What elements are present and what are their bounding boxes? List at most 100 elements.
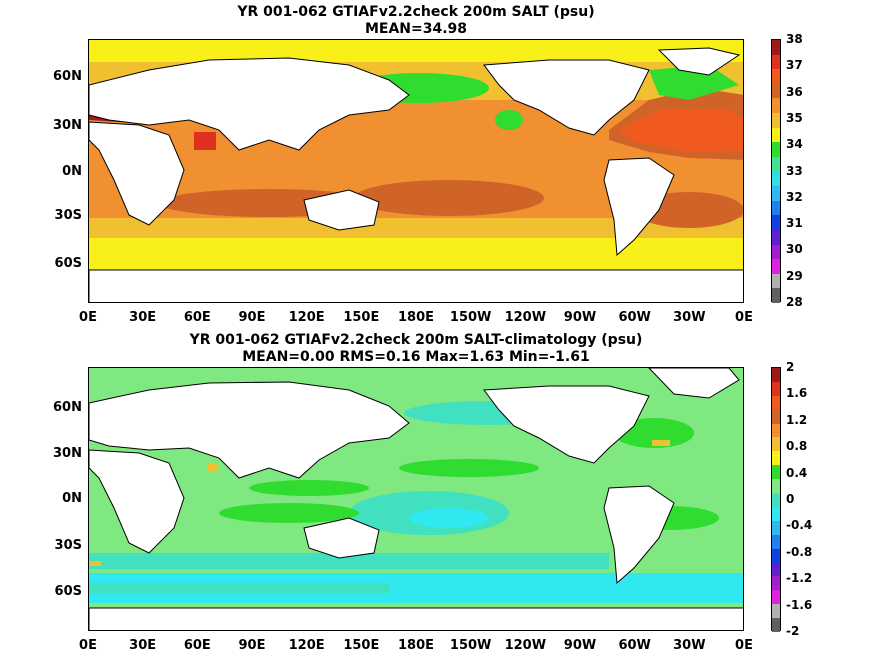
panel1-colorbar-segment [772, 215, 780, 231]
panel1-lon-label: 90E [238, 310, 266, 325]
panel1-lon-label: 30E [129, 310, 157, 325]
panel1-colorbar-label: 32 [786, 189, 803, 204]
panel2-colorbar-segment [772, 562, 780, 577]
panel2-gulfstream-pos [652, 440, 670, 446]
panel2-lon-label: 90E [238, 638, 266, 653]
panel1-lon-label: 30W [673, 310, 706, 325]
panel2-colorbar-label: 1.2 [786, 412, 808, 427]
panel1-south-pacific-gyre [354, 180, 544, 216]
panel2-colorbar-segment [772, 423, 780, 438]
panel2-colorbar-segment [772, 451, 780, 466]
panel2-colorbar-segment [772, 395, 780, 411]
panel1-california-fresh [495, 110, 523, 130]
panel1-land [89, 47, 743, 302]
panel2-colorbar-segment [772, 618, 780, 633]
panel2-colorbar-segment [772, 590, 780, 605]
panel1-lon-label: 0E [735, 310, 753, 325]
panel1-colorbar-segment [772, 200, 780, 216]
panel2-lon-label: 150E [343, 638, 380, 653]
panel2-colorbar [771, 367, 781, 633]
panel2-colorbar-segment [772, 520, 780, 536]
panel1-colorbar-label: 33 [786, 163, 803, 178]
panel2-lon-label: 0E [735, 638, 753, 653]
panel1-lat-0n: 0N [62, 164, 82, 179]
panel2-map [88, 367, 744, 631]
panel2-agulhas-pos [89, 561, 101, 566]
panel1-colorbar-segment [772, 142, 780, 158]
panel2-colorbar-label: 0.8 [786, 439, 808, 454]
panel1-colorbar-segment [772, 54, 780, 70]
panel1-colorbar-label: 34 [786, 137, 803, 152]
panel1-colorbar-segment [772, 244, 780, 260]
panel2-colorbar-label: -1.2 [786, 571, 813, 586]
panel2-colorbar-label: 2 [786, 360, 795, 374]
panel1-colorbar-segment [772, 69, 780, 85]
panel1-colorbar-segment [772, 288, 780, 304]
panel1-lon-label: 60E [183, 310, 211, 325]
panel2-lat-0n: 0N [62, 491, 82, 506]
panel2-colorbar-label: 0 [786, 492, 795, 506]
panel1-lon-label: 150E [343, 310, 380, 325]
panel1-colorbar-segment [772, 113, 780, 129]
panel2-west-pacific-neg-core [409, 508, 489, 528]
panel1-map-svg [89, 40, 743, 302]
panel2-colorbar-label: -0.8 [786, 544, 813, 559]
panel1-labrador-fresh [649, 65, 739, 100]
panel2-lon-label: 120E [288, 638, 325, 653]
panel1-north-atlantic-core [619, 110, 743, 152]
panel2-colorbar-label: 0.4 [786, 465, 808, 480]
panel1-colorbar-label: 30 [786, 242, 803, 257]
panel2-lon-label: 90W [563, 638, 597, 653]
panel1-lat-30s: 30S [54, 208, 82, 223]
panel1-lat-60s: 60S [54, 256, 82, 271]
panel1-colorbar-segment [772, 273, 780, 289]
panel2-colorbar-segment [772, 465, 780, 480]
panel2-pacific-pos [399, 459, 539, 477]
panel2-colorbar-segment [772, 437, 780, 452]
panel1-lon-label: 180E [397, 310, 435, 325]
panel2-lon-label: 60E [183, 638, 211, 653]
panel1-colorbar-segment [772, 156, 780, 172]
panel2-colorbar-label: -1.6 [786, 597, 813, 612]
panel1-lon-label: 120W [504, 310, 547, 325]
panel1-colorbar-label: 31 [786, 216, 803, 231]
panel2-lon-label: 120W [504, 638, 547, 653]
panel2-land [89, 368, 743, 630]
panel1-red-sea [194, 132, 216, 150]
panel2-lat-30n: 30N [53, 446, 82, 461]
panel2-colorbar-segment [772, 506, 780, 522]
panel2-colorbar-label: 1.6 [786, 386, 808, 401]
panel1-colorbar-label: 37 [786, 58, 803, 73]
panel2-colorbar-segment [772, 534, 780, 550]
panel2-lon-label: 30W [673, 638, 706, 653]
panel2-lat-30s: 30S [54, 538, 82, 553]
panel2-colorbar-label: -0.4 [786, 518, 813, 533]
panel2-colorbar-segment [772, 493, 780, 508]
panel2-indian-pos-2 [219, 503, 359, 523]
panel2-lon-label: 30E [129, 638, 157, 653]
panel1-colorbar-segment [772, 186, 780, 202]
panel2-colorbar-segment [772, 479, 780, 494]
panel1-lon-label: 150W [449, 310, 492, 325]
panel2-colorbar-segment [772, 548, 780, 564]
panel1-title-line2: MEAN=34.98 [364, 21, 468, 37]
panel1-colorbar-segment [772, 229, 780, 246]
panel1-colorbar-segment [772, 40, 780, 56]
panel1-colorbar [771, 39, 781, 304]
panel1-colorbar-label: 35 [786, 110, 803, 125]
panel1-map [88, 39, 744, 303]
panel2-colorbar-segment [772, 409, 780, 425]
panel1-title-line1: YR 001-062 GTIAFv2.2check 200m SALT (psu… [237, 4, 595, 20]
panel1-colorbar-label: 29 [786, 268, 803, 283]
panel1-lat-30n: 30N [53, 118, 82, 133]
panel2-lat-60n: 60N [53, 400, 82, 415]
panel2-lon-label: 150W [449, 638, 492, 653]
panel1-colorbar-segment [772, 98, 780, 114]
panel1-lon-label: 90W [563, 310, 597, 325]
panel2-map-svg [89, 368, 743, 630]
panel2-lon-label: 60W [618, 638, 651, 653]
panel2-colorbar-label: -2 [786, 624, 800, 638]
panel2-colorbar-segment [772, 576, 780, 591]
panel1-colorbar-label: 36 [786, 84, 803, 99]
panel2-lon-label: 0E [79, 638, 97, 653]
